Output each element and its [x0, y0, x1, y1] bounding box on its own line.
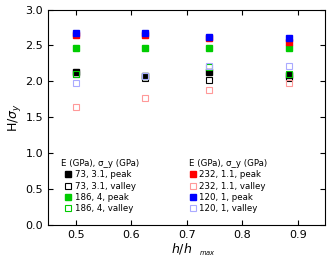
Text: $_{max}$: $_{max}$ [199, 248, 215, 258]
Text: $h/h$: $h/h$ [171, 241, 193, 256]
Y-axis label: H/$\sigma_y$: H/$\sigma_y$ [6, 103, 23, 132]
Legend: 232, 1.1, peak, 232, 1.1, valley, 120, 1, peak, 120, 1, valley: 232, 1.1, peak, 232, 1.1, valley, 120, 1… [185, 156, 270, 216]
